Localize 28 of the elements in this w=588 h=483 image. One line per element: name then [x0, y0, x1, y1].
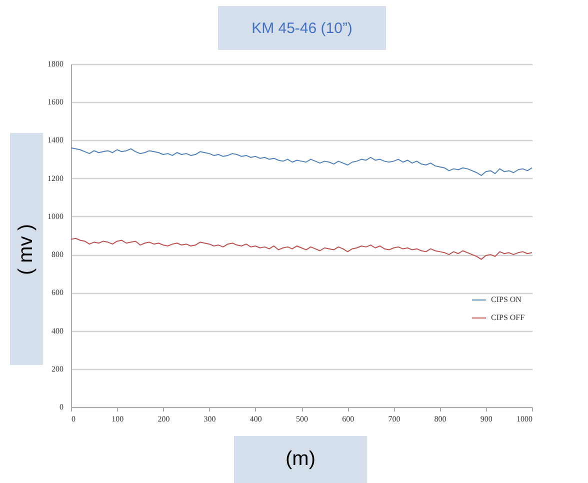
x-tick-label: 400	[250, 414, 262, 424]
y-tick-label: 1200	[48, 174, 64, 183]
x-tick-label: 300	[204, 414, 216, 424]
x-axis-title: (m)	[234, 436, 367, 483]
line-series	[70, 238, 532, 260]
x-tick-label: 700	[388, 414, 400, 424]
chart-title: KM 45-46 (10”)	[218, 6, 386, 50]
x-tick-label: 500	[296, 414, 308, 424]
line-series	[70, 147, 532, 176]
x-tick-label: 1000	[516, 414, 532, 424]
y-tick-label: 1600	[48, 98, 64, 107]
y-tick-label: 200	[52, 364, 64, 374]
y-axis-title: ( mv )	[15, 223, 38, 275]
y-tick-label: 400	[52, 326, 64, 336]
x-tick-label: 0	[72, 414, 76, 424]
y-tick-label: 800	[52, 250, 64, 260]
y-tick-label: 1000	[48, 212, 64, 221]
x-tick-label: 200	[158, 414, 170, 424]
y-tick-label: 1400	[48, 136, 64, 145]
legend-label: CIPS ON	[491, 295, 522, 304]
x-tick-label: 600	[342, 414, 354, 424]
legend-label: CIPS OFF	[491, 313, 526, 322]
y-tick-label: 1800	[48, 60, 64, 68]
x-tick-label: 100	[112, 414, 124, 424]
x-tick-label: 800	[434, 414, 446, 424]
x-tick-label: 900	[480, 414, 492, 424]
y-tick-label: 600	[52, 288, 64, 298]
y-tick-label: 0	[60, 402, 64, 412]
